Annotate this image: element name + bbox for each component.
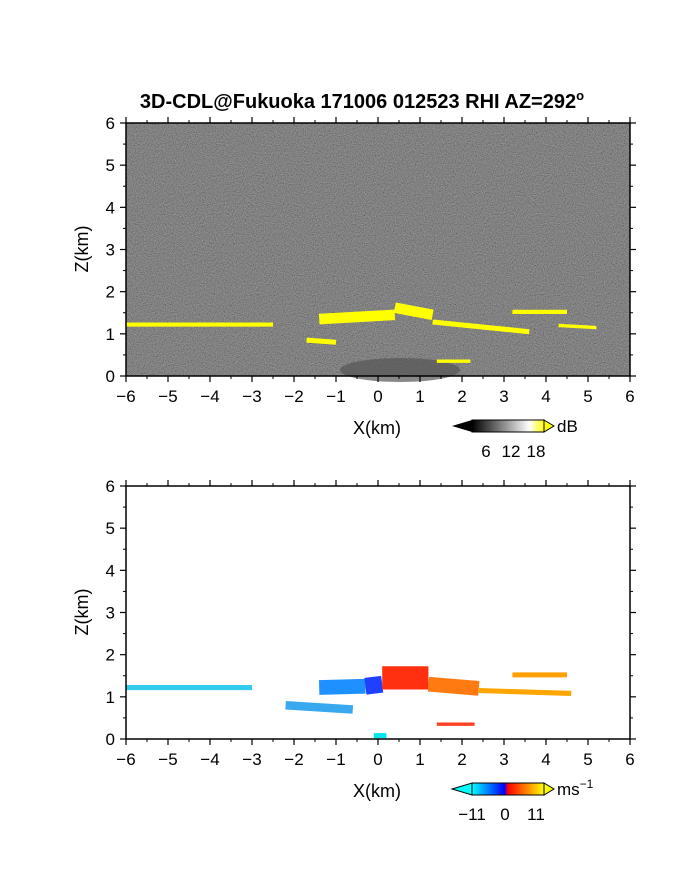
intensity-x-tick-label: 6 bbox=[625, 387, 634, 406]
velocity-ylabel: Z(km) bbox=[72, 589, 92, 636]
velocity-y-tick-label: 4 bbox=[106, 561, 115, 580]
intensity-x-tick-label: −3 bbox=[242, 387, 261, 406]
intensity-x-tick-label: 0 bbox=[373, 387, 382, 406]
velocity-echo-segment bbox=[318, 678, 366, 695]
velocity-y-tick-label: 0 bbox=[106, 730, 115, 749]
intensity-colorbar-tick: 12 bbox=[502, 442, 521, 461]
intensity-echo-segment bbox=[318, 309, 396, 325]
velocity-y-tick-label: 6 bbox=[106, 477, 115, 496]
intensity-colorbar-tick: 18 bbox=[527, 442, 546, 461]
chart-title: 3D-CDL@Fukuoka 171006 012523 RHI AZ=292o bbox=[140, 88, 584, 113]
velocity-x-tick-label: −5 bbox=[158, 750, 177, 769]
intensity-x-tick-label: 3 bbox=[499, 387, 508, 406]
intensity-y-tick-label: 6 bbox=[106, 114, 115, 133]
velocity-x-tick-label: −2 bbox=[284, 750, 303, 769]
velocity-echo-segment bbox=[478, 687, 572, 696]
intensity-x-tick-label: −2 bbox=[284, 387, 303, 406]
velocity-y-tick-label: 5 bbox=[106, 519, 115, 538]
velocity-x-tick-label: −6 bbox=[116, 750, 135, 769]
intensity-x-tick-label: 5 bbox=[583, 387, 592, 406]
intensity-colorbar-min-arrow bbox=[452, 420, 472, 432]
velocity-colorbar-tick: 11 bbox=[527, 805, 545, 824]
intensity-x-tick-label: −5 bbox=[158, 387, 177, 406]
intensity-echo-segment bbox=[432, 319, 530, 335]
intensity-y-tick-label: 3 bbox=[106, 241, 115, 260]
intensity-echo-segment bbox=[393, 302, 434, 321]
velocity-colorbar-min-arrow bbox=[450, 782, 473, 796]
velocity-x-tick-label: 2 bbox=[457, 750, 466, 769]
velocity-echo-segment bbox=[285, 701, 354, 714]
velocity-x-tick-label: 4 bbox=[541, 750, 550, 769]
intensity-colorbar-max-arrow bbox=[543, 419, 555, 433]
velocity-x-tick-label: 3 bbox=[499, 750, 508, 769]
intensity-x-tick-label: −4 bbox=[200, 387, 219, 406]
intensity-y-tick-label: 1 bbox=[106, 325, 115, 344]
velocity-colorbar-bar bbox=[471, 782, 545, 796]
intensity-x-tick-label: −6 bbox=[116, 387, 135, 406]
velocity-background bbox=[126, 486, 630, 739]
intensity-y-tick-label: 0 bbox=[106, 367, 115, 386]
velocity-x-tick-label: −4 bbox=[200, 750, 219, 769]
velocity-y-tick-label: 1 bbox=[106, 688, 115, 707]
velocity-y-tick-label: 3 bbox=[106, 604, 115, 623]
velocity-x-tick-label: −1 bbox=[326, 750, 345, 769]
velocity-echo-segment bbox=[427, 676, 480, 696]
intensity-colorbar: dB 6 12 18 bbox=[452, 417, 578, 461]
intensity-y-tick-label: 5 bbox=[106, 156, 115, 175]
intensity-colorbar-bar bbox=[471, 419, 545, 433]
velocity-x-tick-label: 6 bbox=[625, 750, 634, 769]
intensity-x-tick-label: −1 bbox=[326, 387, 345, 406]
velocity-colorbar-unit: ms−1 bbox=[557, 777, 594, 799]
intensity-y-tick-label: 2 bbox=[106, 283, 115, 302]
intensity-echo-segment bbox=[558, 323, 597, 330]
panel-velocity: −6 −5 −4 −3 −2 −1 0 1 2 3 4 5 6 0 1 2 3 4 5 6 X(km) Z(km) m… bbox=[72, 477, 636, 824]
velocity-colorbar: ms−1 −11 0 11 bbox=[450, 777, 594, 824]
velocity-x-tick-label: 0 bbox=[373, 750, 382, 769]
velocity-features bbox=[126, 666, 572, 739]
velocity-y-tick-label: 2 bbox=[106, 646, 115, 665]
intensity-noise bbox=[126, 123, 630, 376]
intensity-ticks: −6 −5 −4 −3 −2 −1 0 1 2 3 4 5 6 0 1 2 3 4 5 6 bbox=[106, 114, 636, 406]
velocity-colorbar-max-arrow bbox=[543, 782, 555, 796]
velocity-ticks: −6 −5 −4 −3 −2 −1 0 1 2 3 4 5 6 0 1 2 3 4 5 6 bbox=[106, 477, 636, 769]
velocity-x-tick-label: −3 bbox=[242, 750, 261, 769]
velocity-colorbar-tick: 0 bbox=[500, 805, 509, 824]
velocity-colorbar-tick: −11 bbox=[458, 805, 486, 824]
velocity-x-tick-label: 5 bbox=[583, 750, 592, 769]
velocity-echo-segment bbox=[364, 675, 384, 695]
intensity-y-tick-label: 4 bbox=[106, 198, 115, 217]
intensity-colorbar-unit: dB bbox=[557, 417, 578, 436]
intensity-x-tick-label: 1 bbox=[415, 387, 424, 406]
intensity-echo-segment bbox=[306, 337, 337, 345]
velocity-xlabel: X(km) bbox=[353, 781, 401, 801]
intensity-ylabel: Z(km) bbox=[72, 226, 92, 273]
intensity-colorbar-tick: 6 bbox=[481, 442, 490, 461]
intensity-x-tick-label: 2 bbox=[457, 387, 466, 406]
intensity-x-tick-label: 4 bbox=[541, 387, 550, 406]
velocity-x-tick-label: 1 bbox=[415, 750, 424, 769]
intensity-features bbox=[126, 302, 597, 363]
intensity-xlabel: X(km) bbox=[353, 418, 401, 438]
